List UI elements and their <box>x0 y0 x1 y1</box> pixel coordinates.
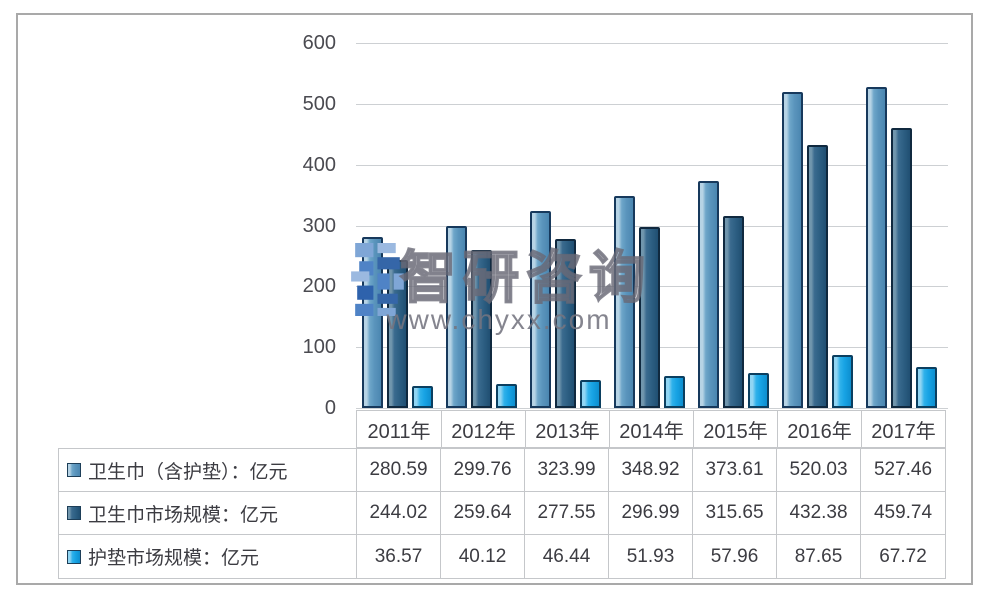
value-cell: 87.65 <box>777 535 861 578</box>
legend-label-cell: 卫生巾市场规模：亿元 <box>59 492 357 535</box>
bar-2016年-series0 <box>782 91 803 408</box>
value-cell: 244.02 <box>357 492 441 535</box>
y-tick-label: 0 <box>324 397 336 419</box>
x-axis-year-header-row: 2011年 2012年 2013年 2014年 2015年 2016年 2017年 <box>356 410 946 448</box>
value-cell: 520.03 <box>777 449 861 492</box>
gridline <box>356 43 948 44</box>
legend-series-name: 卫生巾（含护垫）：亿元 <box>88 461 288 483</box>
legend-series-name: 卫生巾市场规模：亿元 <box>88 504 279 526</box>
legend-data-table: 卫生巾（含护垫）：亿元 280.59 299.76 323.99 348.92 373.6… <box>58 448 946 579</box>
gridline <box>356 103 948 105</box>
bar-2013年-series1 <box>555 239 576 408</box>
value-cell: 373.61 <box>693 449 777 492</box>
value-cell: 299.76 <box>441 449 525 492</box>
y-tick-label: 200 <box>302 275 336 298</box>
bar-2016年-series1 <box>807 144 828 408</box>
bar-2017年-series0 <box>866 87 887 408</box>
bar-2014年-series2 <box>664 376 685 408</box>
legend-series-name: 护垫市场规模：亿元 <box>88 548 260 569</box>
legend-label-cell: 卫生巾（含护垫）：亿元 <box>59 449 357 492</box>
value-cell: 46.44 <box>525 535 609 578</box>
value-cell: 280.59 <box>357 449 441 492</box>
value-cell: 67.72 <box>861 535 945 578</box>
legend-swatch-icon <box>67 549 81 564</box>
y-tick-label: 300 <box>302 214 336 237</box>
bar-2017年-series1 <box>891 128 912 408</box>
legend-label-cell: 护垫市场规模：亿元 <box>59 535 357 578</box>
value-cell: 36.57 <box>357 535 441 578</box>
bar-2011年-series2 <box>412 385 433 408</box>
value-cell: 296.99 <box>609 492 693 535</box>
value-cell: 57.96 <box>693 535 777 578</box>
bar-2017年-series2 <box>916 366 937 408</box>
year-header-cell: 2015年 <box>693 411 777 447</box>
year-header-cell: 2014年 <box>609 411 693 447</box>
bar-2014年-series1 <box>639 227 660 408</box>
value-cell: 432.38 <box>777 492 861 535</box>
bar-2012年-series0 <box>446 225 467 408</box>
legend-swatch-icon <box>67 506 81 520</box>
year-header-cell: 2013年 <box>525 411 609 447</box>
y-tick-label: 600 <box>302 32 336 54</box>
bar-2014年-series0 <box>614 195 635 408</box>
value-cell: 459.74 <box>861 492 945 535</box>
bar-2015年-series1 <box>723 215 744 408</box>
value-cell: 40.12 <box>441 535 525 578</box>
y-tick-label: 500 <box>302 92 336 115</box>
bar-2015年-series2 <box>748 372 769 408</box>
bar-2011年-series0 <box>362 237 383 408</box>
bar-2016年-series2 <box>832 354 853 408</box>
value-cell: 323.99 <box>525 449 609 492</box>
value-cell: 277.55 <box>525 492 609 535</box>
value-cell: 315.65 <box>693 492 777 535</box>
bar-2011年-series1 <box>387 259 408 408</box>
gridline <box>356 164 948 166</box>
bar-2013年-series2 <box>580 379 601 408</box>
value-cell: 348.92 <box>609 449 693 492</box>
y-tick-label: 100 <box>302 336 336 359</box>
plot-area <box>356 43 948 409</box>
bar-2013年-series0 <box>530 210 551 408</box>
year-header-cell: 2011年 <box>367 420 431 443</box>
year-header-cell: 2017年 <box>861 411 945 447</box>
y-tick-label: 400 <box>302 153 336 176</box>
gridline <box>356 225 948 227</box>
bar-2015年-series0 <box>698 180 719 408</box>
value-cell: 51.93 <box>609 535 693 578</box>
gridline <box>356 408 948 409</box>
year-header-cell: 2016年 <box>777 411 861 447</box>
bar-2012年-series1 <box>471 250 492 408</box>
legend-swatch-icon <box>67 463 81 477</box>
year-header-cell: 2012年 <box>441 411 525 447</box>
value-cell: 527.46 <box>861 449 945 492</box>
bar-2012年-series2 <box>496 383 517 408</box>
value-cell: 259.64 <box>441 492 525 535</box>
